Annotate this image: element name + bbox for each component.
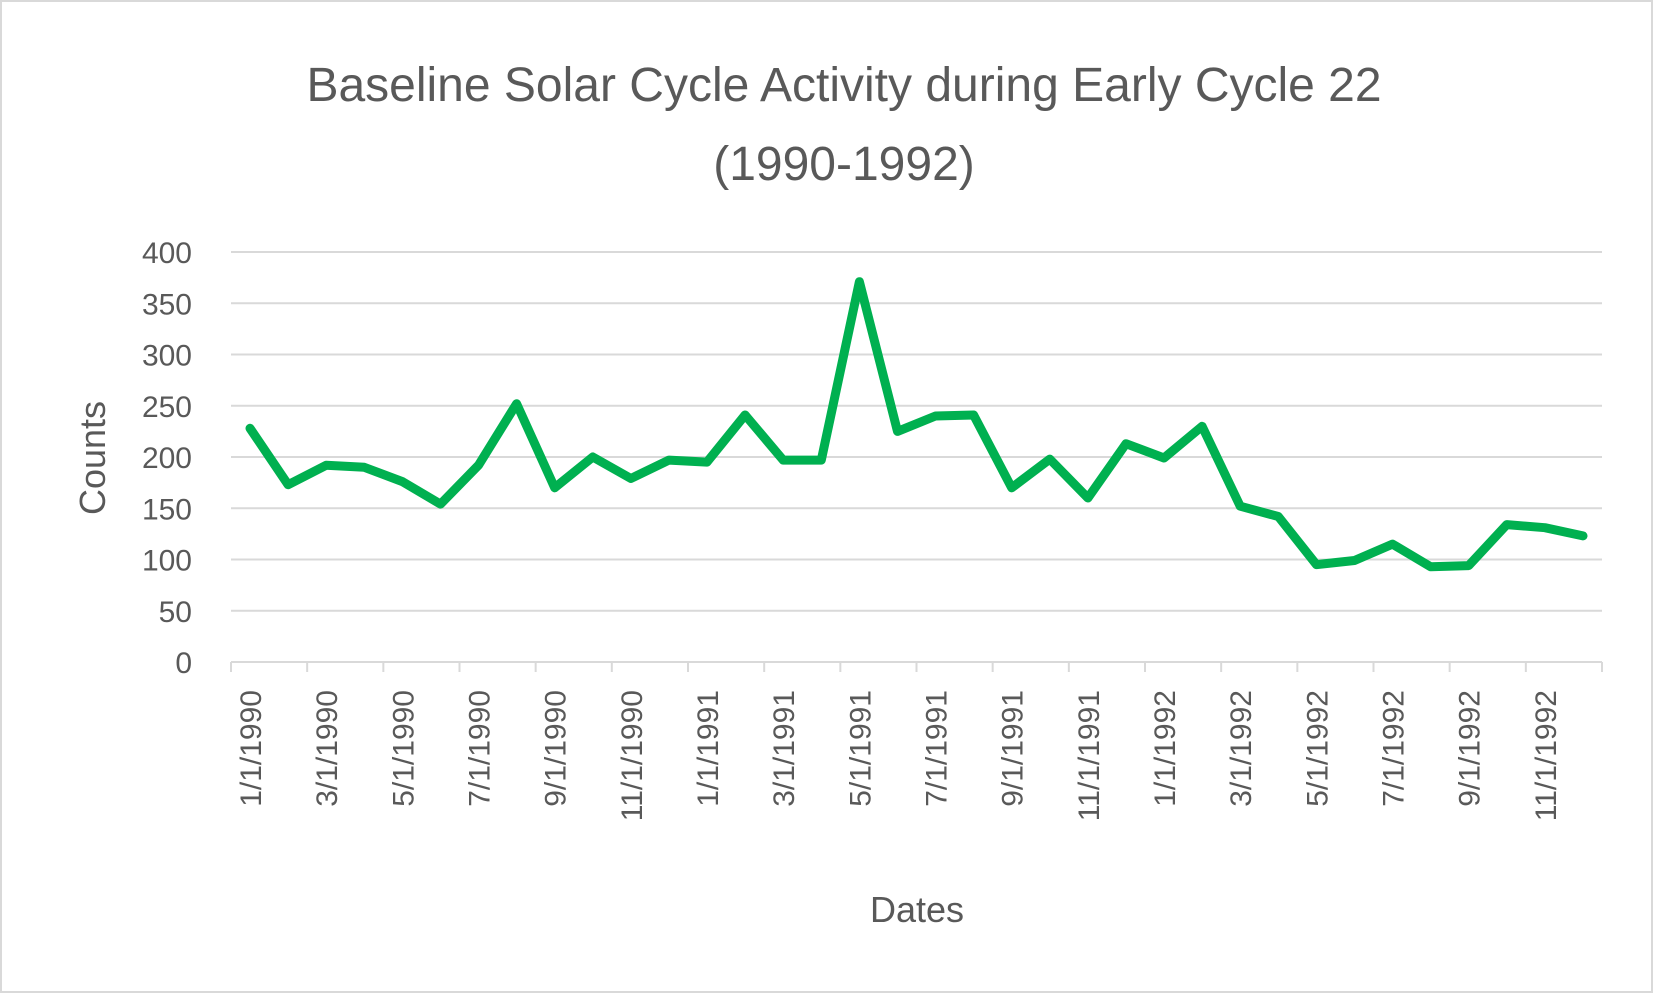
data-point <box>1353 560 1355 562</box>
data-point <box>516 403 518 405</box>
data-point <box>1011 487 1013 489</box>
data-point <box>1125 443 1127 445</box>
x-tick-label: 3/1/1991 <box>768 690 801 807</box>
data-point <box>1239 505 1241 507</box>
x-tick-label: 11/1/1991 <box>1073 690 1106 821</box>
x-tick-label: 11/1/1990 <box>616 690 649 821</box>
x-tick-label: 7/1/1990 <box>464 690 497 807</box>
x-tick-label: 9/1/1991 <box>997 690 1030 807</box>
x-tick-label: 1/1/1992 <box>1149 690 1182 807</box>
y-tick-label: 100 <box>142 545 192 578</box>
data-point <box>668 459 670 461</box>
data-point <box>325 464 327 466</box>
data-point <box>439 503 441 505</box>
y-axis-tick-labels: 0 50 100 150 200 250 300 350 400 <box>142 237 192 680</box>
x-axis <box>230 661 1603 672</box>
data-point <box>363 466 365 468</box>
chart-title-line-1: Baseline Solar Cycle Activity during Ear… <box>306 59 1381 112</box>
y-tick-label: 300 <box>142 340 192 373</box>
x-axis-tick-labels: 1/1/1990 3/1/1990 5/1/1990 7/1/1990 9/1/1990… <box>235 690 1563 821</box>
x-tick-label: 3/1/1992 <box>1225 690 1258 807</box>
x-tick-label: 9/1/1992 <box>1454 690 1487 807</box>
data-point <box>1049 458 1051 460</box>
data-point <box>1163 457 1165 459</box>
series-line-counts <box>245 277 1588 572</box>
data-point <box>1468 565 1470 567</box>
data-point <box>1430 566 1432 568</box>
data-point <box>896 430 898 432</box>
x-tick-label: 5/1/1992 <box>1301 690 1334 807</box>
data-point <box>1277 515 1279 517</box>
data-point <box>1087 497 1089 499</box>
data-point <box>858 281 860 283</box>
x-tick-label: 5/1/1991 <box>844 690 877 807</box>
data-point <box>973 414 975 416</box>
x-tick-label: 3/1/1990 <box>311 690 344 807</box>
y-tick-label: 200 <box>142 442 192 475</box>
data-point <box>554 487 556 489</box>
data-point <box>478 464 480 466</box>
data-point <box>706 461 708 463</box>
data-series <box>245 277 1588 572</box>
x-tick-label: 7/1/1991 <box>921 690 954 807</box>
data-point <box>744 414 746 416</box>
data-point <box>1315 564 1317 566</box>
x-axis-title: Dates <box>870 889 964 930</box>
data-point <box>249 427 251 429</box>
data-point <box>401 481 403 483</box>
data-point <box>1544 527 1546 529</box>
chart-title-line-2: (1990-1992) <box>713 138 975 191</box>
x-tick-label: 1/1/1990 <box>235 690 268 807</box>
data-point <box>287 484 289 486</box>
y-tick-label: 400 <box>142 237 192 270</box>
data-point <box>1582 535 1584 537</box>
x-tick-label: 7/1/1992 <box>1378 690 1411 807</box>
x-tick-label: 11/1/1992 <box>1530 690 1563 821</box>
y-tick-label: 250 <box>142 391 192 424</box>
data-point <box>1201 425 1203 427</box>
gridlines <box>231 251 1602 612</box>
chart-title: Baseline Solar Cycle Activity during Ear… <box>306 59 1381 191</box>
y-tick-label: 50 <box>159 596 192 629</box>
data-point <box>935 415 937 417</box>
y-axis-title: Counts <box>72 401 113 515</box>
data-point <box>820 459 822 461</box>
data-point <box>782 459 784 461</box>
data-point <box>630 478 632 480</box>
data-point <box>1506 524 1508 526</box>
data-point <box>592 456 594 458</box>
y-tick-label: 350 <box>142 288 192 321</box>
data-point <box>1392 543 1394 545</box>
y-tick-label: 0 <box>175 647 192 680</box>
x-tick-label: 9/1/1990 <box>540 690 573 807</box>
x-tick-label: 5/1/1990 <box>387 690 420 807</box>
x-tick-label: 1/1/1991 <box>692 690 725 807</box>
y-tick-label: 150 <box>142 493 192 526</box>
